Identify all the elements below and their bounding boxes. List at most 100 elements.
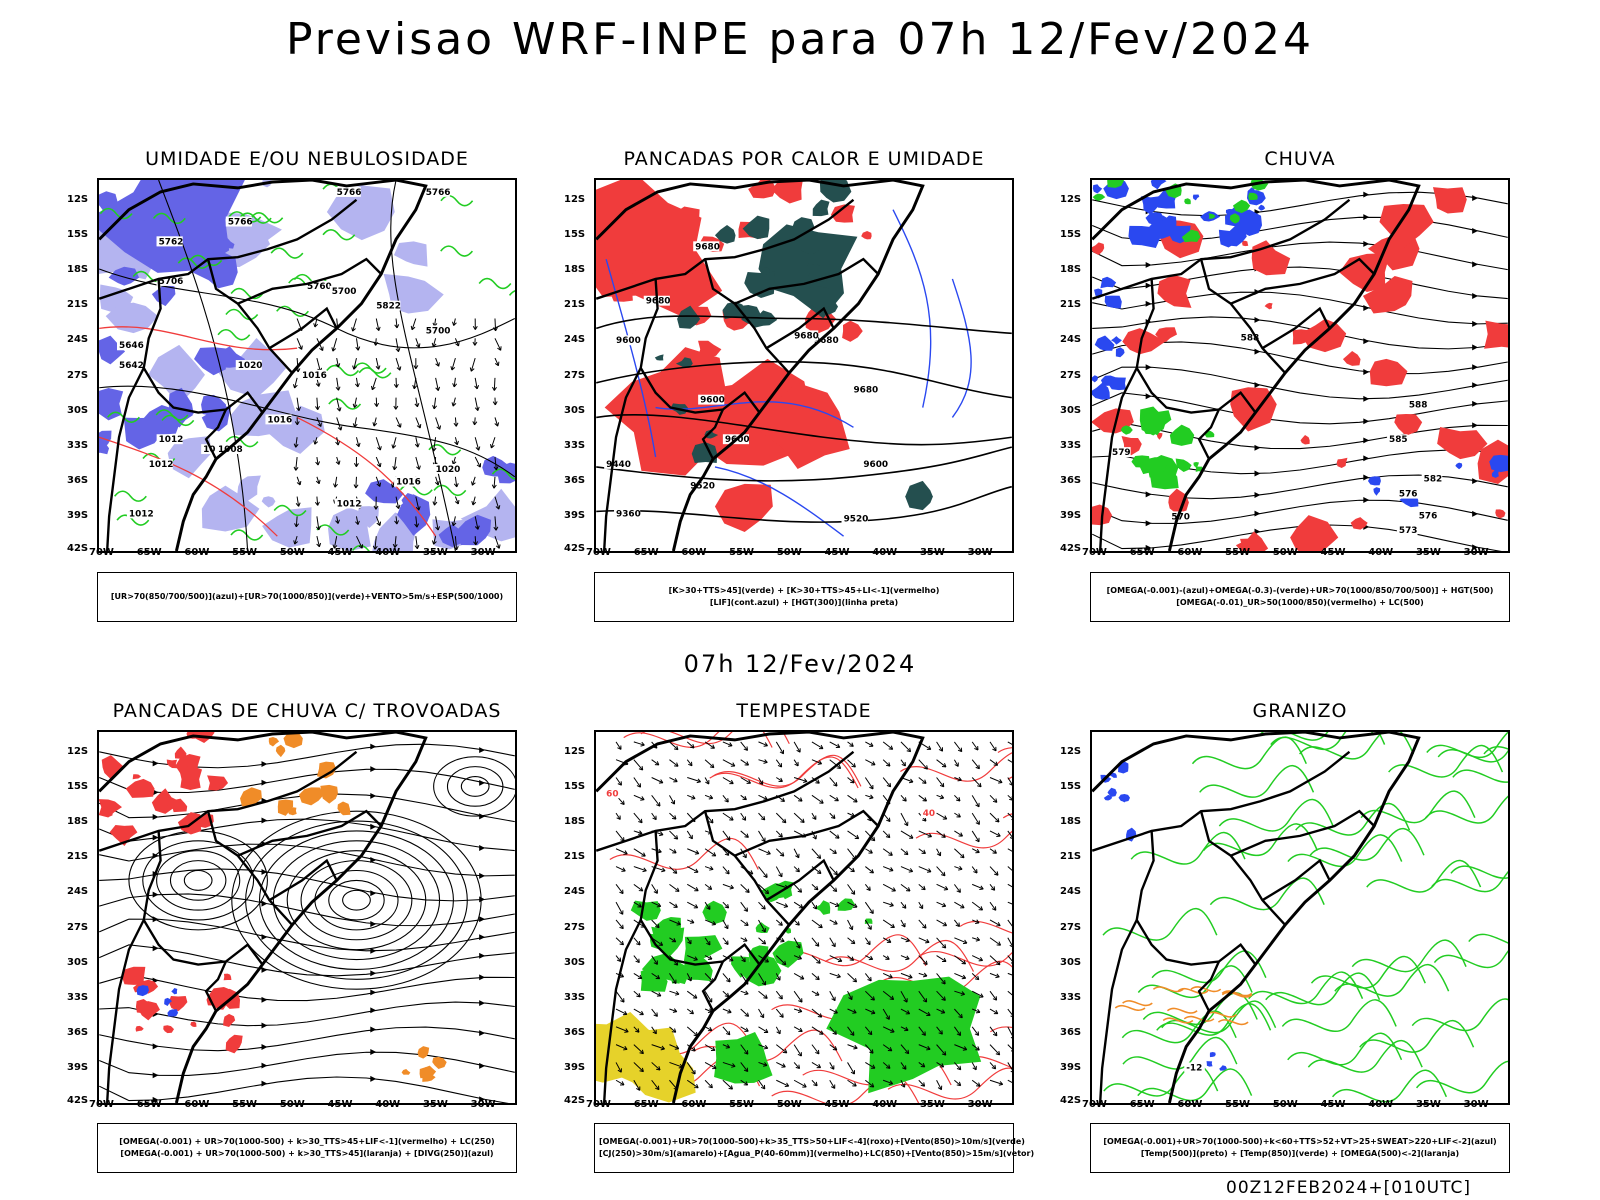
wind-vector [333, 536, 338, 549]
contour-label: 9440 [606, 460, 631, 470]
wind-vector [971, 848, 980, 853]
streamline [1092, 499, 1508, 524]
humidity-green-contour [322, 228, 356, 241]
wind-vector [971, 777, 982, 788]
instability-green-area [762, 267, 770, 275]
contour-label: 40 [923, 809, 935, 819]
wind-vector [918, 955, 928, 965]
wind-vector [704, 883, 712, 890]
longitude-label: 45W [327, 1099, 353, 1110]
lifted-index-contour [714, 466, 844, 537]
omega-orange-contour [1152, 986, 1184, 993]
humidity-green-contour [152, 212, 186, 225]
wind-vector [900, 883, 911, 892]
wind-vector [775, 812, 787, 824]
temp-850-contour [1431, 870, 1508, 893]
coastline [596, 732, 925, 1103]
wind-vector [651, 1044, 665, 1050]
wind-vector [375, 456, 381, 468]
wind-vector [740, 1008, 749, 1017]
wind-vector [395, 338, 400, 352]
instability-green-area [792, 217, 815, 239]
wind-vector [882, 883, 896, 892]
wind-vector [1007, 990, 1012, 996]
wind-vector [451, 357, 456, 371]
wind-vector [704, 1062, 717, 1069]
wind-vector [316, 456, 319, 466]
wind-vector [793, 848, 800, 859]
rain-red-area [1155, 327, 1178, 342]
latitude-label: 42S [1060, 543, 1082, 554]
rain-blue-area [1111, 336, 1122, 345]
contour-label: 9600 [616, 336, 641, 346]
wind-vector [811, 1062, 821, 1069]
longitude-label: 50W [279, 1099, 305, 1110]
latitude-label: 15S [564, 781, 586, 793]
thunder-orange-area [268, 736, 280, 747]
streamline [1092, 316, 1508, 350]
wind-vector [1007, 866, 1012, 871]
contour-label: 576 [228, 218, 247, 228]
longitude-label: 30W [967, 1099, 993, 1110]
instability-green-area [675, 357, 693, 369]
wind-vector [954, 866, 963, 870]
instability-green-area [704, 429, 719, 439]
contour-label: 570 [1171, 512, 1190, 522]
water-vapour-contour [960, 1056, 1012, 1069]
longitude-label: 40W [375, 547, 401, 558]
wind-vector [615, 919, 624, 929]
wind-vector [847, 830, 859, 840]
wind-vector [453, 377, 456, 387]
closed-contour [142, 840, 255, 921]
wind-vector [900, 866, 913, 873]
country-border [765, 306, 835, 350]
wind-vector [900, 794, 907, 802]
humidity-green-contour [114, 490, 147, 502]
wind-vector [633, 990, 641, 998]
wind-vector [776, 901, 788, 908]
wind-vector [686, 990, 698, 999]
hail-blue-area [1107, 787, 1117, 797]
wind-vector [918, 990, 928, 1003]
wind-vector [1007, 759, 1012, 763]
thunder-red-area [177, 812, 202, 835]
wind-vector [829, 1008, 838, 1014]
lifted-index-contour [605, 258, 657, 458]
country-border [206, 810, 294, 926]
contour-label: 576 [337, 188, 356, 198]
longitude-label: 45W [327, 547, 353, 558]
wind-vector [971, 1044, 980, 1051]
wind-vector [615, 1044, 628, 1050]
longitude-label: 65W [633, 547, 659, 558]
rain-blue-area [1107, 376, 1127, 391]
wind-vector [740, 812, 747, 821]
humidity-green-contour [225, 435, 259, 448]
wind-vector [971, 1079, 981, 1087]
rain-blue-area [1092, 382, 1110, 400]
rain-blue-area [1192, 194, 1200, 201]
wind-vector [865, 1008, 876, 1014]
wind-green-area [837, 898, 856, 911]
wind-vector [704, 741, 715, 749]
wind-vector [295, 456, 298, 471]
map-canvas [99, 732, 515, 1103]
longitude-label: 45W [824, 1099, 850, 1110]
rain-red-area [1484, 320, 1508, 349]
thunder-orange-area [283, 732, 303, 749]
wind-vector [900, 937, 910, 942]
wind-vector [936, 794, 944, 799]
divergence-blue-area [167, 1009, 179, 1017]
wind-vector [435, 377, 439, 391]
contour-label: 9680 [814, 336, 839, 346]
legend-line: [OMEGA(-0.01)_UR>50(1000/850)(vermelho) … [1176, 598, 1424, 607]
country-border [1135, 830, 1257, 966]
latitude-label: 36S [67, 1026, 89, 1038]
closed-contour [231, 810, 482, 990]
wind-vector [704, 937, 711, 946]
legend-line: [Temp(500)](preto) + [Temp(850)](verde) … [1140, 1149, 1460, 1158]
wind-vector [651, 795, 661, 807]
wind-vector [829, 812, 836, 819]
wind-vector [393, 456, 397, 470]
wind-vector [953, 919, 960, 927]
